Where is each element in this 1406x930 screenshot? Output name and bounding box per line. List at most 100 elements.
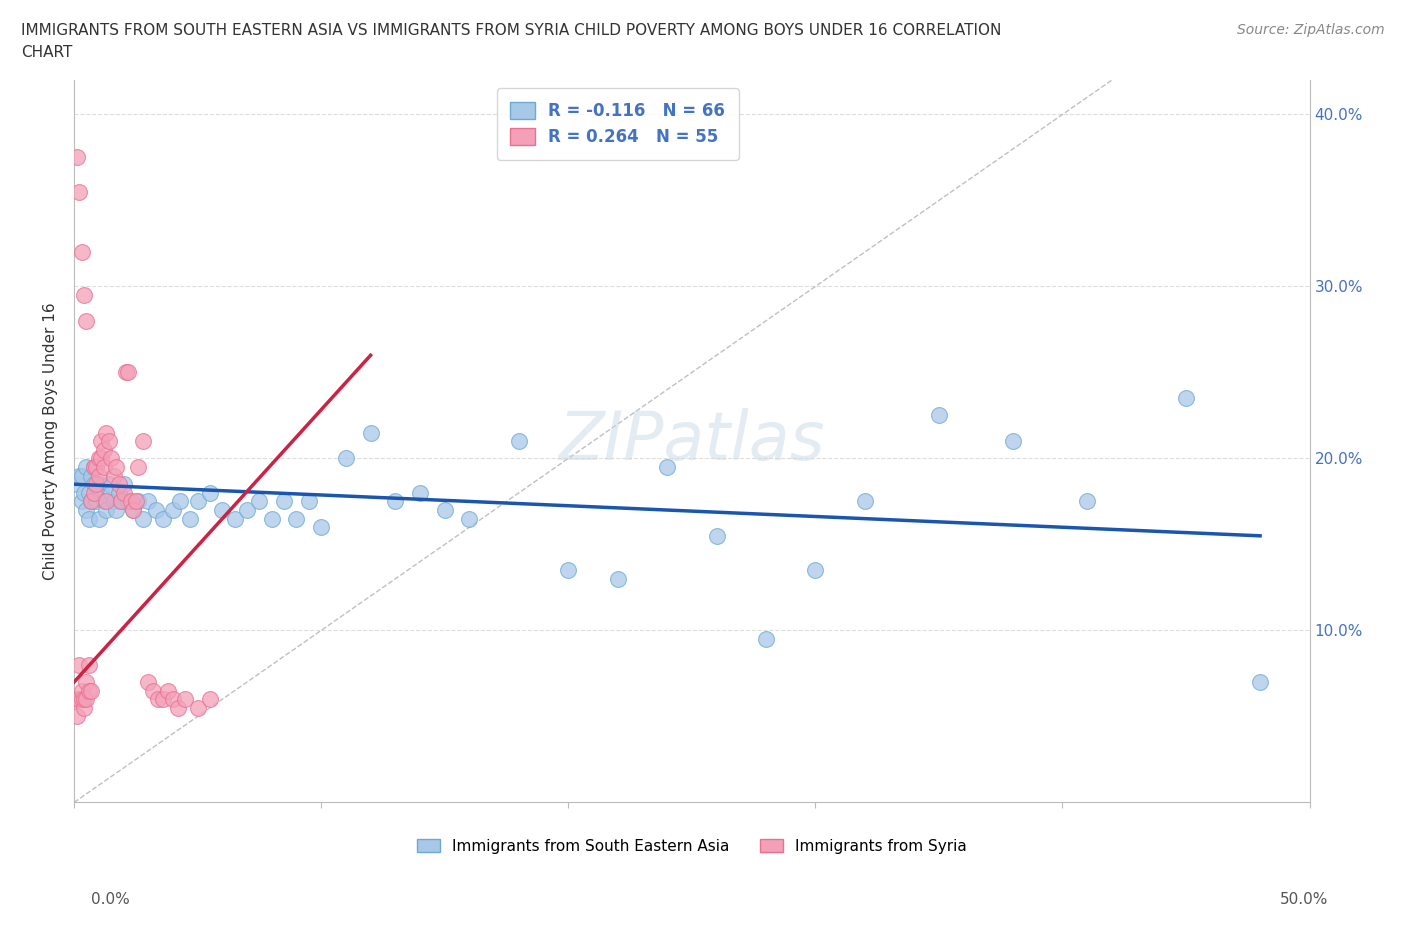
Point [187,494,209,509]
Text: CHART: CHART [21,45,73,60]
Point [409,485,432,500]
Point [152,512,174,526]
Point [115,365,138,379]
Point [67,468,90,483]
Point [75,502,97,517]
Point [162,502,184,517]
Point [433,502,456,517]
Point [83,477,105,492]
Point [142,684,165,698]
Point [198,485,221,500]
Legend: Immigrants from South Eastern Asia, Immigrants from Syria: Immigrants from South Eastern Asia, Immi… [411,832,973,859]
Point [70,245,93,259]
Point [1076,494,1098,509]
Point [87,468,110,483]
Point [120,494,142,509]
Point [853,494,876,509]
Point [298,494,321,509]
Point [73,700,96,715]
Point [96,494,118,509]
Point [384,494,406,509]
Point [96,502,118,517]
Point [1249,674,1271,689]
Point [508,433,530,448]
Point [247,494,270,509]
Point [804,563,827,578]
Point [458,512,481,526]
Point [90,485,112,500]
Point [67,184,90,199]
Point [67,692,90,707]
Point [65,709,87,724]
Point [87,451,110,466]
Point [70,684,93,698]
Point [96,425,118,440]
Point [80,494,103,509]
Point [97,433,120,448]
Point [117,494,139,509]
Point [928,408,950,423]
Point [122,502,145,517]
Point [136,494,159,509]
Point [93,459,115,474]
Point [105,459,128,474]
Point [127,459,149,474]
Point [75,459,97,474]
Text: 0.0%: 0.0% [91,892,131,907]
Text: 50.0%: 50.0% [1281,892,1329,907]
Point [335,451,357,466]
Point [75,313,97,328]
Point [152,692,174,707]
Point [100,485,122,500]
Point [107,477,129,492]
Point [110,494,132,509]
Point [107,485,129,500]
Point [606,571,628,586]
Point [127,494,149,509]
Point [77,485,100,500]
Point [162,692,184,707]
Point [224,512,246,526]
Point [86,477,108,492]
Point [87,477,110,492]
Point [77,684,100,698]
Point [83,485,105,500]
Point [110,494,132,509]
Point [67,658,90,672]
Point [755,631,778,646]
Point [179,512,201,526]
Point [77,658,100,672]
Point [87,512,110,526]
Point [167,700,190,715]
Point [90,451,112,466]
Point [70,692,93,707]
Point [93,494,115,509]
Point [187,700,209,715]
Point [83,459,105,474]
Point [75,674,97,689]
Point [273,494,295,509]
Point [309,520,332,535]
Point [100,451,122,466]
Point [136,674,159,689]
Point [80,684,103,698]
Point [70,494,93,509]
Point [70,468,93,483]
Point [132,512,155,526]
Point [146,692,169,707]
Point [75,692,97,707]
Point [86,459,108,474]
Point [103,468,125,483]
Point [706,528,728,543]
Point [117,365,139,379]
Point [112,485,135,500]
Point [156,684,179,698]
Point [1175,391,1198,405]
Point [80,494,103,509]
Point [105,502,128,517]
Point [65,477,87,492]
Point [90,433,112,448]
Point [73,692,96,707]
Point [198,692,221,707]
Point [260,512,283,526]
